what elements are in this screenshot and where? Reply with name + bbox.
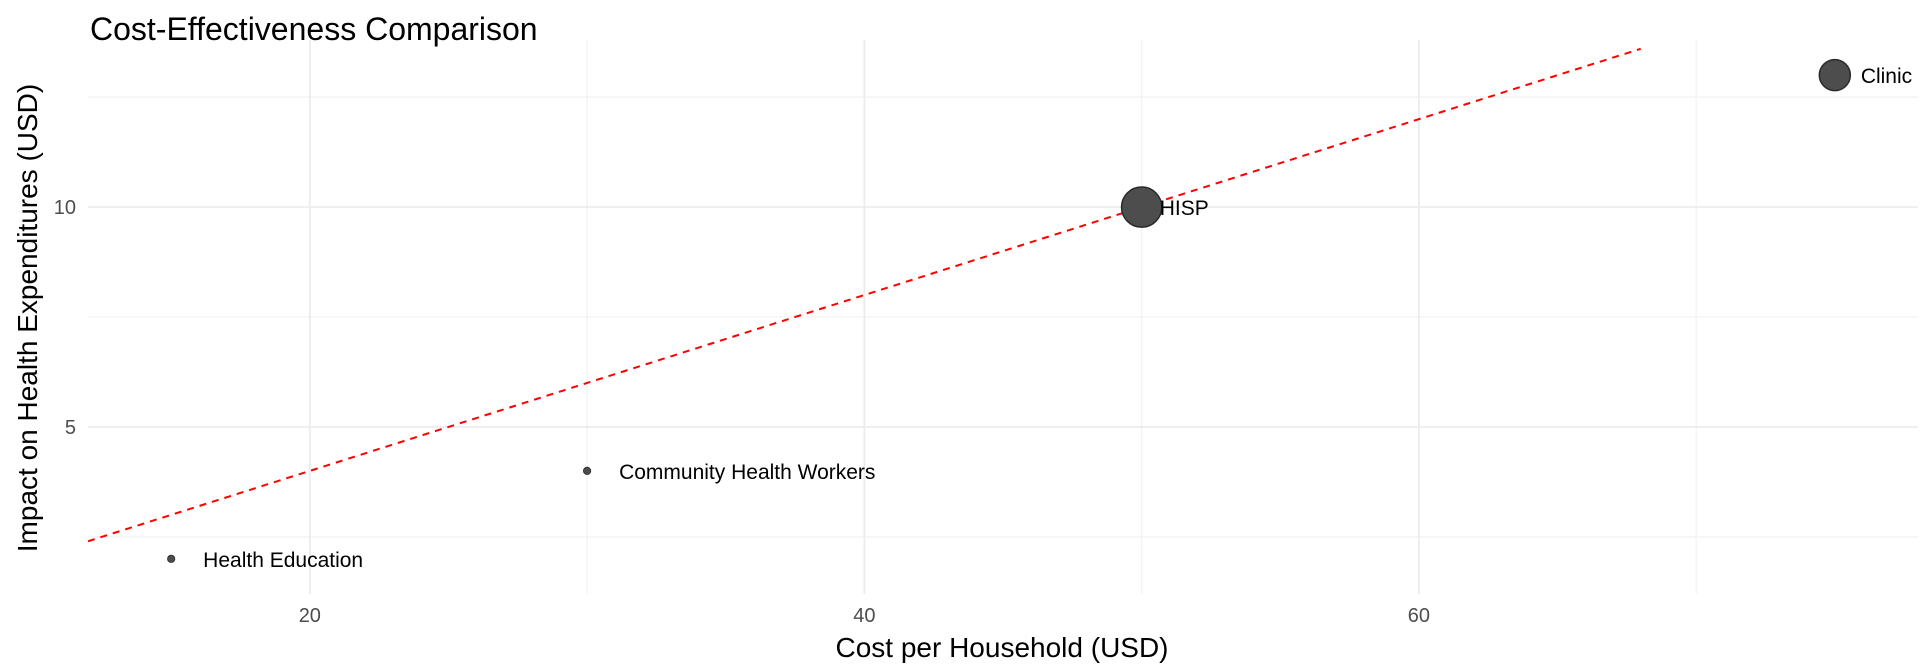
tick-label-layer: 20 40 60 5 10 bbox=[54, 197, 1430, 627]
x-tick-label: 40 bbox=[853, 605, 875, 627]
x-tick-label: 60 bbox=[1408, 605, 1430, 627]
point-layer bbox=[167, 58, 1852, 563]
y-axis-title: Impact on Health Expenditures (USD) bbox=[12, 84, 43, 552]
chart-title: Cost-Effectiveness Comparison bbox=[90, 11, 538, 47]
point-label: Community Health Workers bbox=[619, 461, 875, 484]
data-point bbox=[1120, 186, 1163, 228]
y-tick-label: 10 bbox=[54, 197, 76, 219]
point-label: Health Education bbox=[203, 549, 363, 572]
data-point bbox=[167, 554, 176, 563]
data-point bbox=[582, 466, 592, 475]
x-axis-title: Cost per Household (USD) bbox=[835, 632, 1168, 663]
grid-layer bbox=[88, 40, 1918, 594]
point-label: Clinic bbox=[1861, 65, 1912, 88]
data-point bbox=[1818, 58, 1852, 92]
y-tick-label: 5 bbox=[65, 417, 76, 439]
dashed-reference-line bbox=[88, 47, 1642, 543]
point-label-layer: Health Education Community Health Workers… bbox=[203, 65, 1912, 572]
x-tick-label: 20 bbox=[299, 605, 321, 627]
reference-line-layer bbox=[88, 47, 1642, 543]
point-label: HISP bbox=[1160, 197, 1209, 220]
